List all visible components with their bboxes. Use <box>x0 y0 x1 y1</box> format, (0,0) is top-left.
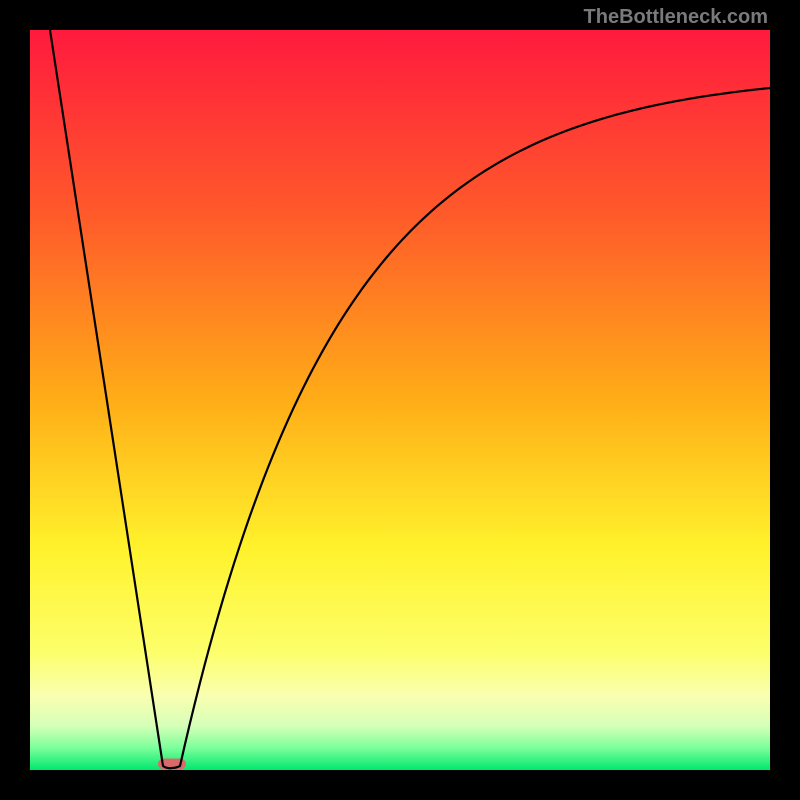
plot-background <box>30 30 770 770</box>
watermark-text: TheBottleneck.com <box>584 6 768 29</box>
plot-area <box>30 30 770 770</box>
plot-svg <box>30 30 770 770</box>
figure-stage: TheBottleneck.com <box>0 0 800 800</box>
